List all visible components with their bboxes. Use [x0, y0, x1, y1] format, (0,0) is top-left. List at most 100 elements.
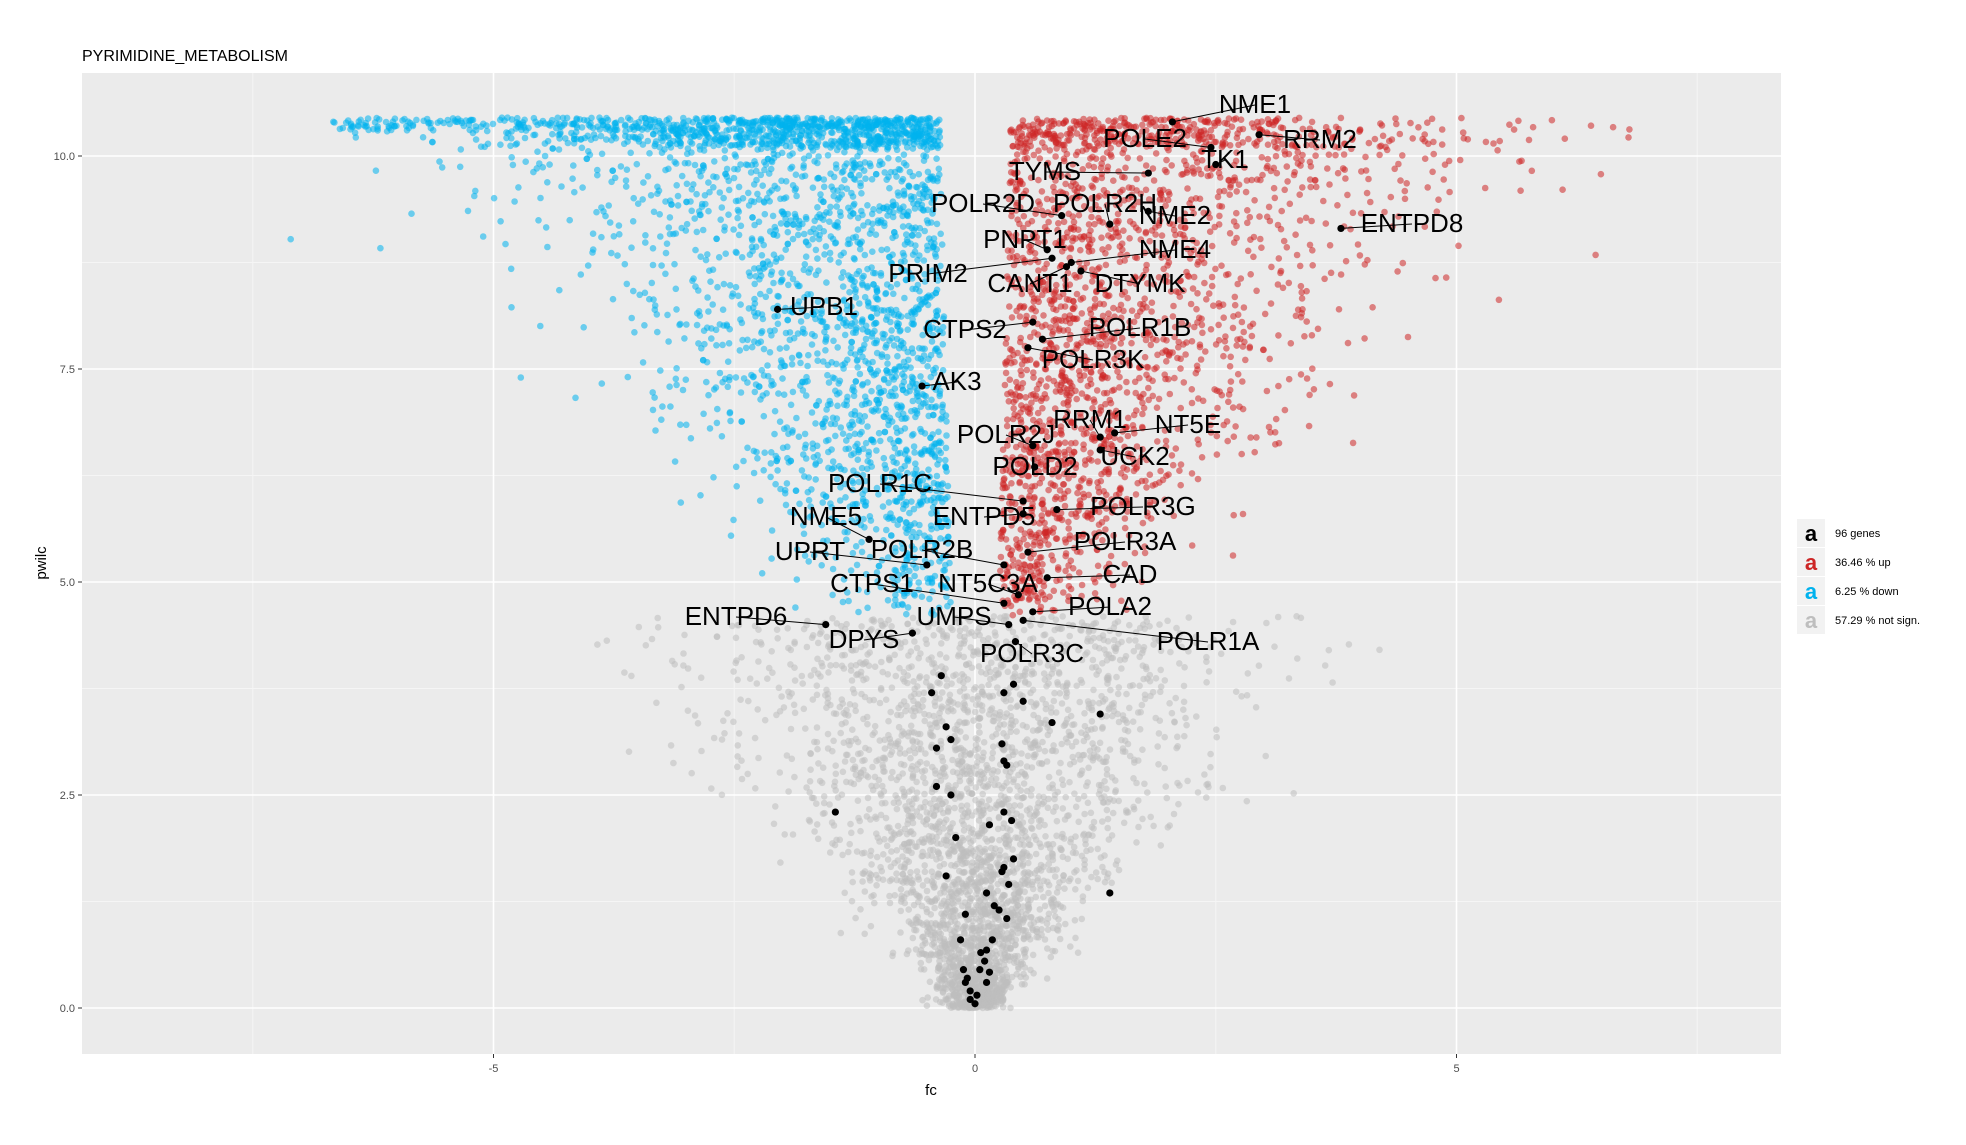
data-point — [420, 134, 427, 141]
data-point — [855, 797, 862, 804]
data-point — [837, 837, 844, 844]
data-point — [630, 195, 637, 202]
data-point — [848, 662, 855, 669]
data-point — [1011, 912, 1018, 919]
data-point — [1166, 700, 1173, 707]
data-point — [728, 532, 735, 539]
data-point — [931, 905, 938, 912]
data-point — [933, 996, 940, 1003]
data-point — [909, 786, 916, 793]
data-point — [799, 673, 806, 680]
data-point — [739, 776, 746, 783]
data-point — [859, 878, 866, 885]
data-point — [667, 214, 674, 221]
data-point — [1116, 867, 1123, 874]
data-point — [578, 271, 585, 278]
data-point — [878, 812, 885, 819]
data-point — [1042, 748, 1049, 755]
data-point — [942, 967, 949, 974]
data-point — [1022, 880, 1029, 887]
data-point — [968, 791, 975, 798]
data-point — [955, 701, 962, 708]
data-point — [858, 691, 865, 698]
data-point — [1007, 704, 1014, 711]
data-point — [1144, 789, 1151, 796]
data-point — [902, 639, 909, 646]
data-point — [642, 232, 649, 239]
data-point — [784, 480, 791, 487]
data-point — [1099, 724, 1106, 731]
data-point — [624, 281, 631, 288]
data-point — [940, 765, 947, 772]
data-point — [1079, 916, 1086, 923]
data-point — [991, 718, 998, 725]
data-point — [1045, 680, 1052, 687]
data-point — [880, 503, 887, 510]
data-point — [954, 770, 961, 777]
data-point — [649, 280, 656, 287]
data-point — [1044, 945, 1051, 952]
data-point — [1122, 717, 1129, 724]
data-point — [1101, 759, 1108, 766]
data-point — [807, 751, 814, 758]
data-point — [752, 735, 759, 742]
data-point — [1045, 926, 1052, 933]
data-point — [656, 211, 663, 218]
data-point — [683, 376, 690, 383]
data-point — [848, 738, 855, 745]
data-point — [915, 655, 922, 662]
data-point — [1045, 796, 1052, 803]
data-point — [1111, 624, 1118, 631]
data-point — [1054, 789, 1061, 796]
data-point — [673, 160, 680, 167]
data-point — [981, 692, 988, 699]
data-point — [1158, 842, 1165, 849]
data-point — [941, 861, 948, 868]
data-point — [911, 443, 918, 450]
data-point — [939, 974, 946, 981]
data-point — [904, 890, 911, 897]
data-point — [802, 442, 809, 449]
data-point — [968, 895, 975, 902]
data-point — [964, 802, 971, 809]
data-point — [744, 771, 751, 778]
chart-title: PYRIMIDINE_METABOLISM — [82, 48, 288, 65]
data-point — [917, 673, 924, 680]
data-point — [852, 915, 859, 922]
data-point — [872, 774, 879, 781]
data-point — [1113, 787, 1120, 794]
data-point — [680, 387, 687, 394]
data-point — [756, 196, 763, 203]
data-point — [721, 730, 728, 737]
data-point — [994, 960, 1001, 967]
data-point — [1056, 670, 1063, 677]
data-point — [1012, 834, 1019, 841]
data-point — [946, 825, 953, 832]
data-point — [854, 271, 861, 278]
data-point — [849, 869, 856, 876]
data-point — [796, 433, 803, 440]
data-point — [535, 217, 542, 224]
data-point — [922, 869, 929, 876]
data-point — [939, 689, 946, 696]
data-point — [842, 719, 849, 726]
data-point — [628, 315, 635, 322]
data-point — [801, 155, 808, 162]
data-point — [1022, 949, 1029, 956]
data-point — [598, 204, 605, 211]
data-point — [764, 675, 771, 682]
data-point — [849, 879, 856, 886]
data-point — [1037, 916, 1044, 923]
data-point — [859, 316, 866, 323]
data-point — [680, 650, 687, 657]
data-point — [918, 920, 925, 927]
data-point — [1122, 727, 1129, 734]
data-point — [671, 261, 678, 268]
data-point — [910, 738, 917, 745]
data-point — [757, 497, 764, 504]
data-point — [932, 347, 939, 354]
data-point — [833, 771, 840, 778]
data-point — [673, 286, 680, 293]
data-point — [976, 907, 983, 914]
data-point — [1161, 765, 1168, 772]
